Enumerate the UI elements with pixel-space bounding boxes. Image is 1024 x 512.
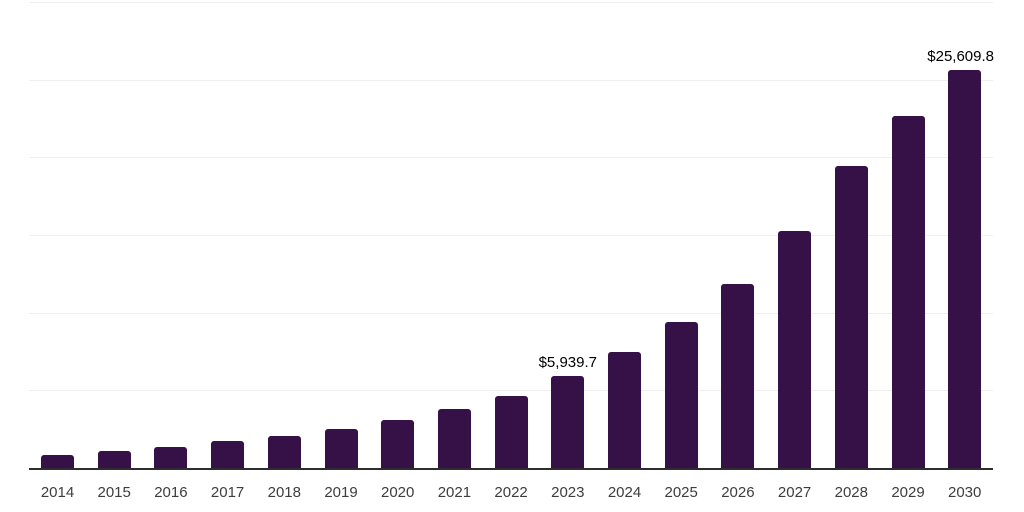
x-axis-label-2030: 2030 xyxy=(948,484,982,501)
x-axis-label-2026: 2026 xyxy=(721,484,755,501)
data-label-2023: $5,939.7 xyxy=(538,353,597,371)
bar-2021[interactable] xyxy=(437,409,471,468)
bar-2027[interactable] xyxy=(778,231,812,468)
x-axis-label-2022: 2022 xyxy=(494,484,528,501)
gridline-25000 xyxy=(29,79,993,81)
bar-2024[interactable] xyxy=(608,352,641,468)
x-axis-label-2021: 2021 xyxy=(437,484,472,501)
x-axis-label-2019: 2019 xyxy=(324,484,358,501)
gridline-5000 xyxy=(29,390,993,392)
gridline-20000 xyxy=(29,157,993,159)
bar-2029[interactable] xyxy=(891,115,925,468)
gridline-15000 xyxy=(29,235,993,236)
gridline-30000 xyxy=(29,2,993,3)
x-axis-label-2014: 2014 xyxy=(40,484,75,501)
bar-2028[interactable] xyxy=(834,166,868,468)
x-axis-label-2028: 2028 xyxy=(834,484,868,501)
x-axis-label-2018: 2018 xyxy=(267,484,301,501)
bar-2019[interactable] xyxy=(324,429,358,468)
bar-2018[interactable] xyxy=(267,436,301,468)
bar-2015[interactable] xyxy=(97,451,131,468)
x-axis-label-2024: 2024 xyxy=(607,484,642,501)
bar-2017[interactable] xyxy=(211,440,245,468)
bar-2022[interactable] xyxy=(494,396,528,468)
x-axis-label-2015: 2015 xyxy=(97,484,131,501)
bar-2025[interactable] xyxy=(664,321,698,468)
bar-2020[interactable] xyxy=(381,420,415,468)
x-axis-line xyxy=(29,468,993,470)
x-axis-label-2016: 2016 xyxy=(154,484,188,501)
bar-2023[interactable] xyxy=(551,375,585,468)
x-axis-label-2029: 2029 xyxy=(891,484,925,501)
x-axis-label-2025: 2025 xyxy=(664,484,698,501)
gridline-10000 xyxy=(29,312,993,314)
data-label-2030: $25,609.8 xyxy=(927,48,994,66)
x-axis-label-2017: 2017 xyxy=(210,484,245,501)
bar-2016[interactable] xyxy=(154,447,188,468)
bar-2030[interactable] xyxy=(948,70,982,468)
x-axis-label-2023: 2023 xyxy=(551,484,585,501)
bar-2014[interactable] xyxy=(41,455,74,468)
x-axis-label-2020: 2020 xyxy=(381,484,415,501)
x-axis-label-2027: 2027 xyxy=(777,484,812,501)
bar-2026[interactable] xyxy=(721,283,755,468)
